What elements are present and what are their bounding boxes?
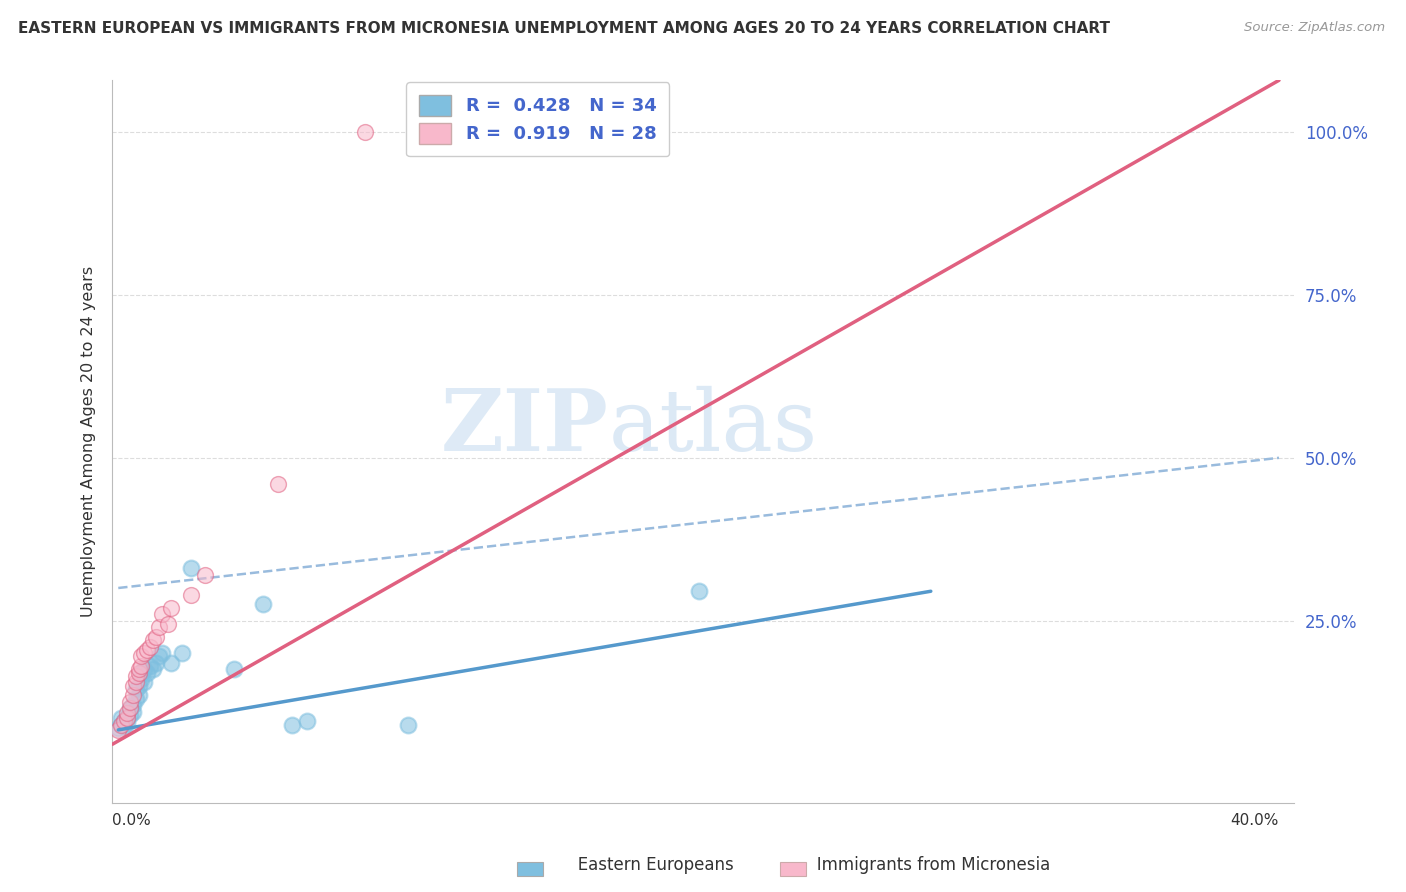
- Point: [121, 689, 143, 703]
- Point: [107, 721, 129, 735]
- Point: [131, 659, 153, 673]
- Point: [131, 672, 153, 686]
- Point: [110, 717, 132, 731]
- Y-axis label: Unemployment Among Ages 20 to 24 years: Unemployment Among Ages 20 to 24 years: [80, 266, 96, 617]
- Point: [159, 656, 181, 670]
- Point: [398, 717, 420, 731]
- Point: [118, 695, 141, 709]
- Point: [139, 659, 162, 673]
- Text: 0.0%: 0.0%: [112, 813, 152, 828]
- Point: [142, 633, 165, 648]
- Point: [128, 689, 150, 703]
- Point: [688, 584, 710, 599]
- Point: [150, 646, 173, 660]
- Text: ZIP: ZIP: [440, 385, 609, 469]
- Point: [295, 714, 318, 729]
- Point: [110, 717, 132, 731]
- Point: [354, 125, 377, 139]
- Point: [148, 649, 170, 664]
- Point: [150, 607, 173, 621]
- Text: Immigrants from Micronesia: Immigrants from Micronesia: [801, 855, 1050, 873]
- Text: 40.0%: 40.0%: [1230, 813, 1279, 828]
- Point: [121, 698, 143, 713]
- Point: [134, 646, 156, 660]
- Text: Source: ZipAtlas.com: Source: ZipAtlas.com: [1244, 21, 1385, 34]
- Point: [134, 662, 156, 676]
- Point: [112, 714, 135, 729]
- Text: atlas: atlas: [609, 385, 818, 468]
- Point: [180, 587, 202, 601]
- Point: [136, 665, 159, 680]
- Point: [172, 646, 194, 660]
- Point: [115, 711, 138, 725]
- Point: [107, 723, 129, 737]
- Text: EASTERN EUROPEAN VS IMMIGRANTS FROM MICRONESIA UNEMPLOYMENT AMONG AGES 20 TO 24 : EASTERN EUROPEAN VS IMMIGRANTS FROM MICR…: [18, 21, 1111, 36]
- Point: [112, 719, 135, 733]
- Point: [110, 711, 132, 725]
- Point: [131, 665, 153, 680]
- Point: [142, 662, 165, 676]
- Point: [145, 630, 167, 644]
- Point: [121, 705, 143, 719]
- Point: [121, 679, 143, 693]
- Point: [180, 561, 202, 575]
- Point: [115, 711, 138, 725]
- Point: [115, 706, 138, 720]
- Point: [134, 675, 156, 690]
- Point: [131, 649, 153, 664]
- Point: [194, 568, 217, 582]
- Point: [125, 681, 148, 696]
- Text: Eastern Europeans: Eastern Europeans: [562, 855, 734, 873]
- Point: [125, 669, 148, 683]
- Point: [125, 691, 148, 706]
- Point: [224, 662, 246, 676]
- Point: [118, 701, 141, 715]
- Point: [148, 620, 170, 634]
- Point: [128, 665, 150, 680]
- Point: [115, 716, 138, 731]
- Point: [128, 662, 150, 676]
- Point: [156, 616, 179, 631]
- Point: [118, 701, 141, 715]
- Point: [281, 717, 304, 731]
- Point: [267, 476, 290, 491]
- Point: [145, 656, 167, 670]
- Point: [125, 675, 148, 690]
- Point: [136, 643, 159, 657]
- Legend: R =  0.428   N = 34, R =  0.919   N = 28: R = 0.428 N = 34, R = 0.919 N = 28: [406, 82, 669, 156]
- Point: [128, 679, 150, 693]
- Point: [139, 640, 162, 654]
- Point: [252, 597, 274, 611]
- Point: [118, 707, 141, 722]
- Point: [159, 600, 181, 615]
- Point: [112, 714, 135, 729]
